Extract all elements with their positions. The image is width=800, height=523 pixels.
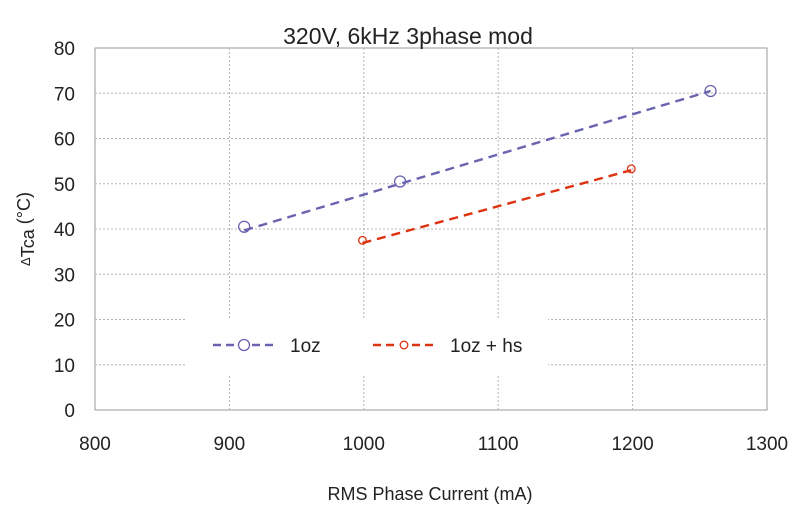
data-point	[626, 164, 636, 174]
data-point	[358, 235, 367, 245]
trendline	[243, 89, 711, 232]
chart-title: 320V, 6kHz 3phase mod	[283, 23, 533, 49]
series-2	[358, 164, 636, 245]
y-tick-label: 0	[64, 401, 75, 422]
y-axis-label-delta: Δ	[18, 257, 33, 266]
legend-item: 1oz	[213, 336, 321, 357]
legend-marker-bg	[397, 338, 411, 352]
data-point	[704, 84, 717, 98]
x-tick-labels: 800 900 1000 1100 1200 1300	[79, 434, 788, 455]
y-tick-label: 80	[54, 39, 75, 60]
data-point	[393, 175, 407, 188]
legend: 1oz 1oz + hs	[186, 318, 548, 374]
legend-item: 1oz + hs	[373, 336, 522, 357]
x-tick-label: 1300	[746, 434, 788, 455]
series	[238, 84, 717, 245]
legend-marker	[399, 340, 409, 350]
x-tick-label: 900	[214, 434, 246, 455]
legend-label: 1oz	[290, 336, 321, 357]
y-tick-label: 20	[54, 311, 75, 332]
series-1	[238, 84, 717, 233]
x-tick-label: 1200	[611, 434, 653, 455]
trendline	[362, 169, 632, 245]
x-axis-label: RMS Phase Current (mA)	[327, 484, 532, 504]
y-tick-label: 10	[54, 356, 75, 377]
y-axis-label-unit: (°C)	[14, 192, 34, 229]
x-tick-label: 1100	[478, 434, 519, 455]
y-tick-label: 40	[54, 220, 75, 241]
legend-label: 1oz + hs	[450, 336, 522, 357]
x-tick-label: 800	[79, 434, 111, 455]
data-point	[238, 220, 251, 233]
x-tick-label: 1000	[343, 434, 385, 455]
y-tick-label: 30	[54, 265, 75, 286]
y-tick-labels: 0 10 20 30 40 50 60 70 80	[54, 39, 75, 422]
y-tick-label: 50	[54, 175, 75, 196]
legend-marker	[237, 338, 251, 352]
y-axis-label-sub: Tca	[18, 228, 38, 257]
y-axis-label: ΔTca (°C)	[14, 192, 38, 266]
y-tick-label: 60	[54, 130, 75, 151]
y-tick-label: 70	[54, 84, 75, 105]
